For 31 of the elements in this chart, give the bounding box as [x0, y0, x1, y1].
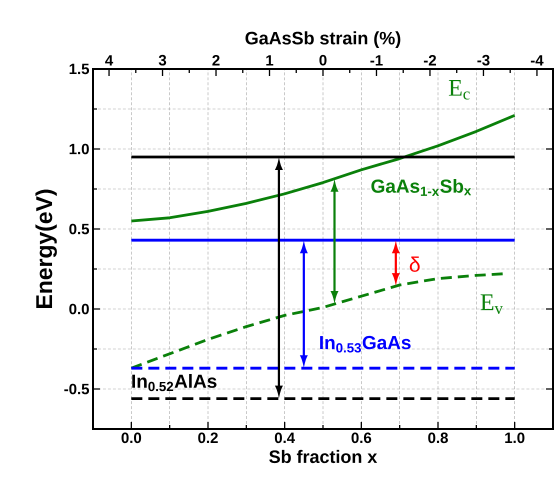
x2-tick-label: -4: [530, 55, 544, 66]
x-tick-label: 0.2: [198, 432, 218, 444]
y-tick-label: 1.5: [70, 64, 90, 74]
annotation: In$_{0.52}$AlAs: [132, 374, 216, 392]
x-tick-label: 0.6: [352, 432, 372, 444]
annotation: δ: [410, 256, 420, 272]
x-tick-label: 1.0: [505, 432, 524, 444]
line-series: [130, 114, 516, 222]
x2-tick-label: -3: [477, 54, 490, 66]
x-axis-title: Sb fraction x: [269, 450, 378, 464]
y-tick-label: 0.5: [69, 224, 90, 234]
x2-tick-label: 0: [319, 54, 327, 66]
x2-tick-label: 3: [158, 54, 166, 66]
annotation: In$_{0.53}$GaAs: [320, 336, 411, 353]
y-tick-label: 0.0: [69, 304, 89, 314]
x2-tick-label: -1: [370, 55, 383, 66]
annotation: E$_{v}$: [480, 294, 503, 314]
x2-tick-label: 1: [266, 55, 274, 66]
x-tick-label: 0.0: [122, 432, 142, 444]
line-series: [130, 272, 505, 370]
x-tick-label: 0.4: [274, 432, 295, 444]
annotation: E$_{c}$: [448, 80, 470, 100]
x2-tick-label: 2: [212, 55, 220, 66]
y-tick-label: 1.0: [70, 144, 89, 154]
x2-tick-label: 4: [105, 55, 114, 66]
y-tick-label: -0.5: [64, 384, 90, 394]
annotation: GaAs$_{1-x}$Sb$_{x}$: [371, 178, 472, 196]
x-tick-label: 0.8: [428, 432, 448, 444]
x2-tick-label: -2: [424, 55, 436, 66]
y-axis-title: Energy(eV): [35, 190, 57, 308]
x2-axis-title: GaAsSb strain (%): [246, 31, 400, 48]
